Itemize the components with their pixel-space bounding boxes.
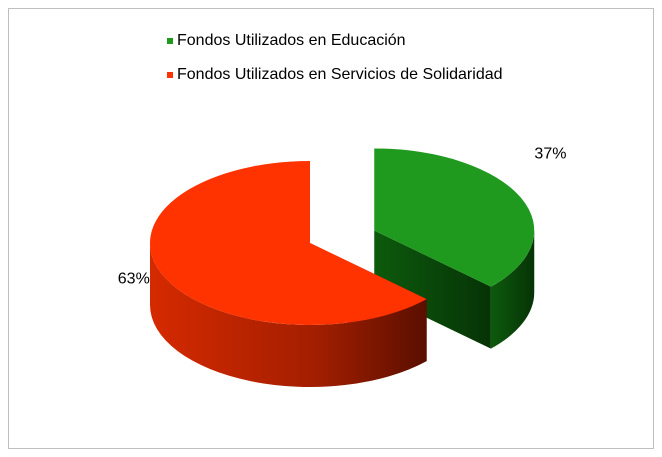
- slice-cut-face: [374, 230, 491, 349]
- data-label: 37%: [534, 145, 566, 162]
- pie-slice: [150, 161, 427, 388]
- data-label: 63%: [118, 271, 150, 288]
- slice-top: [374, 148, 535, 287]
- slice-side: [490, 230, 535, 349]
- legend-swatch: [167, 38, 173, 44]
- legend-swatch: [167, 72, 173, 78]
- pie-slice: [374, 148, 535, 349]
- slice-side: [150, 243, 427, 388]
- legend-label: Fondos Utilizados en Educación: [177, 32, 406, 49]
- slice-top: [150, 161, 427, 325]
- legend-label: Fondos Utilizados en Servicios de Solida…: [177, 66, 503, 83]
